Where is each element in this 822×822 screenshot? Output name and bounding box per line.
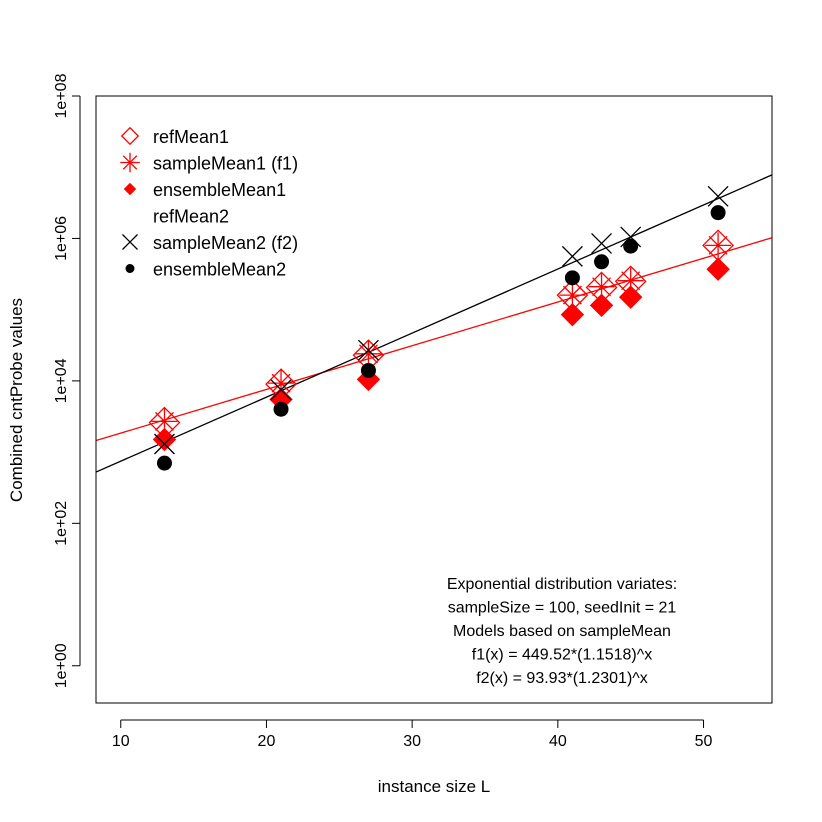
data-point	[560, 302, 585, 327]
series-samplemean2-f2-	[154, 185, 729, 455]
data-point	[589, 293, 614, 318]
series-ensemblemean2	[156, 205, 726, 471]
y-tick-label: 1e+06	[53, 216, 70, 261]
x-tick-label: 20	[258, 733, 276, 750]
x-axis: 10 20 30 40 50	[112, 719, 713, 750]
x-axis-label: instance size L	[378, 777, 490, 796]
annotation-line: f1(x) = 449.52*(1.1518)^x	[472, 647, 653, 664]
y-axis: 1e+00 1e+02 1e+04 1e+06 1e+08	[53, 73, 81, 688]
annotation-line: sampleSize = 100, seedInit = 21	[448, 600, 677, 617]
fit-line-f1	[96, 237, 772, 442]
legend-marker	[120, 126, 140, 146]
legend-label: refMean1	[153, 127, 229, 147]
fit-line-f2	[96, 174, 772, 473]
fit-lines	[96, 174, 772, 473]
legend-label: sampleMean1 (f1)	[153, 154, 298, 174]
legend-marker	[120, 152, 140, 173]
legend-item: sampleMean2 (f2)	[122, 233, 298, 253]
data-point	[623, 238, 639, 254]
legend-label: ensembleMean1	[153, 180, 286, 200]
data-point	[707, 185, 729, 207]
data-point	[561, 245, 583, 267]
annotation-line: Exponential distribution variates:	[447, 576, 677, 593]
legend-marker	[122, 234, 138, 250]
data-point	[564, 270, 580, 286]
data-point	[360, 362, 376, 378]
data-points	[148, 185, 735, 471]
annotation-line: Models based on sampleMean	[453, 623, 671, 640]
data-point	[705, 232, 732, 259]
legend-item: refMean2	[153, 207, 229, 227]
x-tick-label: 30	[403, 733, 421, 750]
data-point	[355, 340, 382, 367]
data-point	[156, 455, 172, 471]
data-point	[706, 257, 730, 281]
legend-item: ensembleMean1	[123, 180, 286, 200]
legend-label: ensembleMean2	[153, 260, 286, 280]
y-axis-label: Combined cntProbe values	[7, 298, 26, 502]
plot-frame	[95, 95, 773, 704]
annotation-line: f2(x) = 93.93*(1.2301)^x	[476, 670, 648, 687]
legend-label: refMean2	[153, 207, 229, 227]
legend-label: sampleMean2 (f2)	[153, 233, 298, 253]
data-point	[594, 254, 610, 270]
data-point	[357, 339, 379, 361]
data-point	[591, 233, 613, 254]
legend-item: sampleMean1 (f1)	[120, 152, 298, 174]
legend-item: refMean1	[120, 126, 229, 147]
y-tick-label: 1e+04	[53, 358, 70, 403]
legend-item: ensembleMean2	[125, 260, 286, 280]
y-tick-label: 1e+02	[53, 501, 70, 546]
data-point	[270, 379, 292, 401]
x-tick-label: 40	[549, 733, 567, 750]
y-tick-label: 1e+00	[53, 643, 70, 688]
legend-marker	[123, 182, 137, 196]
y-tick-label: 1e+08	[53, 73, 70, 118]
data-point	[710, 205, 726, 221]
data-point	[151, 408, 178, 435]
data-point	[273, 401, 289, 417]
annotation: Exponential distribution variates: sample…	[447, 576, 677, 687]
legend-marker	[125, 264, 135, 273]
data-point	[154, 433, 175, 455]
x-tick-label: 10	[112, 733, 130, 750]
legend: refMean1 sampleMean1 (f1) ensembleMean1 ref…	[120, 126, 298, 280]
data-point	[618, 285, 643, 309]
x-tick-label: 50	[695, 733, 713, 750]
